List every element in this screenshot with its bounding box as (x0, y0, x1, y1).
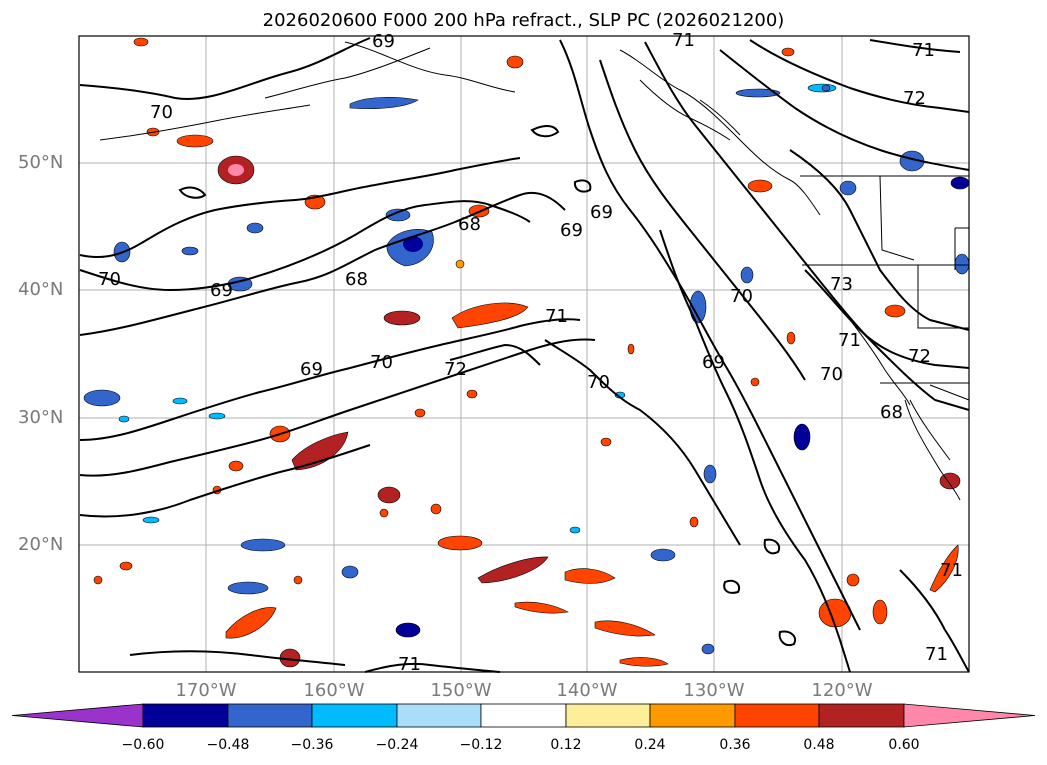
colorbar-extend-low (11, 703, 144, 728)
colorbar-segment (649, 703, 736, 728)
contour-label: 71 (545, 306, 568, 327)
lon-label: 160°W (303, 680, 365, 701)
lat-label: 20°N (18, 534, 64, 555)
contour-labels: 69 71 71 72 70 69 69 68 68 70 69 70 69 7… (98, 30, 963, 675)
contour-label: 69 (590, 202, 613, 223)
colorbar-segment (311, 703, 398, 728)
colorbar-tick: 0.60 (888, 737, 920, 753)
colorbar-tick: 0.12 (550, 737, 582, 753)
lon-label: 140°W (556, 680, 618, 701)
contour-label: 69 (300, 359, 323, 380)
colorbar-segment (565, 703, 651, 728)
contour-label: 71 (672, 30, 695, 51)
colorbar-segment (142, 703, 229, 728)
colorbar-segment (396, 703, 482, 728)
colorbar-extend-high (903, 703, 1036, 728)
contour-label: 70 (370, 352, 393, 373)
lat-label: 40°N (18, 279, 64, 300)
contour-label: 72 (908, 346, 931, 367)
colorbar-tick: 0.48 (803, 737, 835, 753)
colorbar-tick: 0.24 (634, 737, 666, 753)
anomaly-patches (83, 37, 970, 668)
contour-label: 69 (210, 280, 233, 301)
contour-label: 71 (838, 330, 861, 351)
lon-label: 150°W (430, 680, 492, 701)
contour-label: 70 (98, 269, 121, 290)
colorbar (11, 703, 1036, 728)
colorbar-tick: −0.12 (459, 737, 503, 753)
contour-label: 71 (398, 654, 421, 675)
contour-label: 70 (150, 102, 173, 123)
contour-label: 68 (880, 402, 903, 423)
colorbar-segment (227, 703, 313, 728)
contour-label: 72 (903, 88, 926, 109)
contour-label: 71 (912, 40, 935, 61)
contour-label: 70 (587, 372, 610, 393)
contour-label: 69 (372, 31, 395, 52)
colorbar-tick: 0.36 (719, 737, 751, 753)
contour-label: 70 (820, 364, 843, 385)
contours (79, 37, 970, 673)
contour-label: 68 (458, 214, 481, 235)
contour-label: 69 (702, 352, 725, 373)
colorbar-segment (480, 703, 567, 728)
lon-label: 170°W (175, 680, 237, 701)
colorbar-tick: −0.48 (206, 737, 250, 753)
coastlines (99, 41, 970, 501)
contour-label: 71 (940, 560, 963, 581)
lon-label: 120°W (811, 680, 873, 701)
map-title: 2026020600 F000 200 hPa refract., SLP PC… (262, 10, 785, 31)
colorbar-tick: −0.24 (375, 737, 419, 753)
plot-border (78, 35, 970, 673)
contour-label: 70 (730, 286, 753, 307)
contour-label: 68 (345, 269, 368, 290)
colorbar-tick: −0.60 (121, 737, 165, 753)
lat-label: 30°N (18, 407, 64, 428)
colorbar-segment (818, 703, 905, 728)
contour-label: 71 (925, 644, 948, 665)
colorbar-tick: −0.36 (290, 737, 334, 753)
lon-label: 130°W (683, 680, 745, 701)
contour-label: 73 (830, 274, 853, 295)
colorbar-segment (734, 703, 820, 728)
gridlines (79, 36, 969, 672)
contour-label: 72 (444, 359, 467, 380)
contour-label: 69 (560, 220, 583, 241)
lat-label: 50°N (18, 152, 64, 173)
